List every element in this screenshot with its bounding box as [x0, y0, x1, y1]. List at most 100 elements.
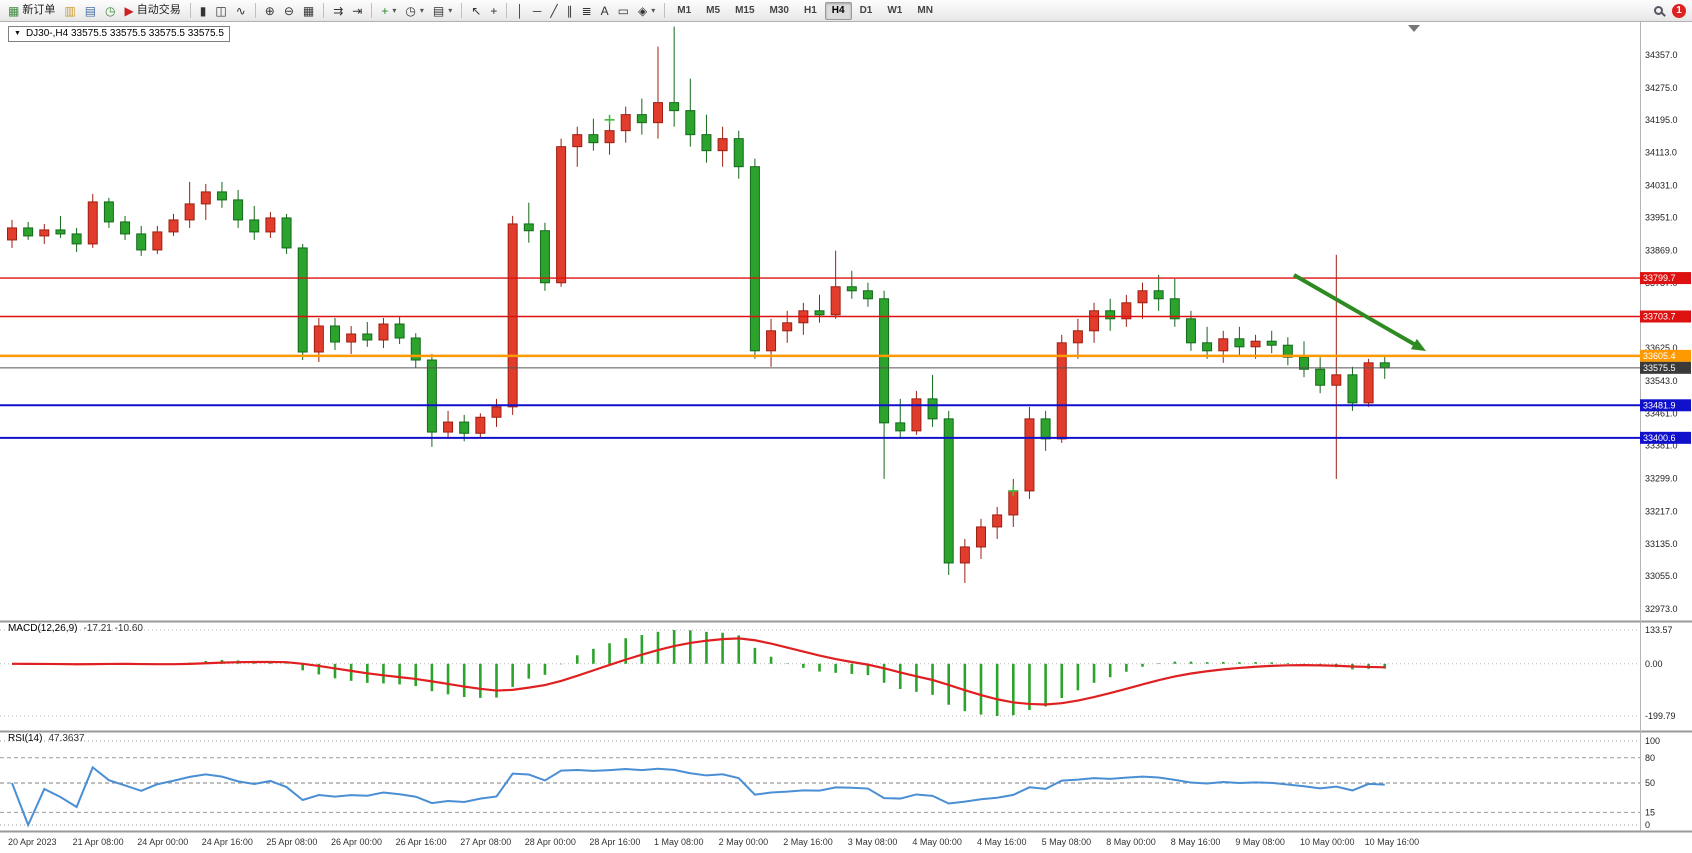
profiles-button[interactable]: ▤ — [81, 3, 100, 19]
symbol-search-button[interactable] — [1650, 4, 1667, 17]
macd-name: MACD(12,26,9) — [8, 623, 78, 634]
price-tag-label: 33799.7 — [1643, 273, 1676, 283]
candle-body — [992, 514, 1003, 528]
refresh-icon: ◷ — [105, 3, 116, 18]
timeframe-d1-button[interactable]: D1 — [859, 4, 873, 16]
candlestick-icon: ◫ — [215, 3, 227, 18]
trendline-icon: ╱ — [550, 3, 558, 18]
price-tag-label: 33703.7 — [1643, 312, 1676, 322]
chart-shift-marker[interactable] — [1408, 25, 1420, 32]
fibonacci-button[interactable]: ≣ — [578, 3, 596, 19]
charts-button[interactable]: ▥ — [60, 3, 79, 19]
macd-scale-label: 0.00 — [1645, 659, 1663, 669]
candle-body — [249, 219, 260, 233]
candle-body — [927, 398, 938, 420]
candle-body — [394, 323, 405, 339]
price-axis-label: 34275.0 — [1645, 83, 1678, 93]
new-order-button-label: 新订单 — [22, 4, 56, 16]
timeframe-w1-button[interactable]: W1 — [887, 4, 903, 16]
candle-body — [233, 199, 244, 221]
price-axis-label: 33869.0 — [1645, 245, 1678, 255]
rsi-indicator-label: RSI(14) 47.3637 — [8, 733, 85, 745]
fibonacci-icon: ≣ — [581, 3, 592, 18]
shapes-button[interactable]: ◈ ▾ — [634, 3, 659, 19]
text-label-button[interactable]: ▭ — [614, 3, 633, 19]
magnifier-icon — [1654, 6, 1663, 15]
tile-windows-button[interactable]: ▦ — [299, 3, 318, 19]
candle-body — [184, 203, 195, 221]
trendline-button[interactable]: ╱ — [546, 3, 561, 19]
time-axis-label: 21 Apr 08:00 — [73, 837, 124, 847]
crosshair-button[interactable]: + — [486, 3, 501, 19]
candle-body — [604, 130, 615, 144]
auto-scroll-icon: ⇉ — [333, 3, 344, 18]
add-indicator-button[interactable]: + ▾ — [377, 3, 400, 19]
price-chart[interactable]: 34357.0 34275.0 34195.0 34113.0 34031.0 33951… — [0, 22, 1692, 853]
time-axis-label: 26 Apr 16:00 — [396, 837, 447, 847]
candle-body — [1282, 344, 1293, 358]
vertical-line-button[interactable]: │ — [512, 3, 528, 19]
bar-chart-type-button[interactable]: ▮ — [196, 3, 211, 19]
dropdown-caret-icon: ▾ — [392, 5, 397, 15]
price-tag — [1640, 431, 1691, 444]
price-tag — [1640, 272, 1691, 285]
chart-shift-button[interactable]: ⇥ — [348, 3, 366, 19]
toolbar: ▦ 新订单 ▥ ▤ ◷ ▶ 自动交易 ▮ ◫ ∿ ⊕ ⊖ ▦ ⇉ ⇥ + ▾ ◷ ▾ ▤ ▾ ↖ + │ ─ ╱ ∥ ≣ A ▭ ◈ ▾ M1 M… — [0, 0, 1692, 22]
collapse-triangle-icon[interactable]: ▼ — [14, 29, 21, 37]
timeframe-m15-button[interactable]: M15 — [735, 4, 755, 16]
cursor-button[interactable]: ↖ — [467, 3, 485, 19]
price-axis-label: 32973.0 — [1645, 604, 1678, 614]
toolbar-separator — [189, 3, 191, 18]
auto-scroll-button[interactable]: ⇉ — [329, 3, 347, 19]
zoom-out-button[interactable]: ⊖ — [280, 3, 298, 19]
time-axis-label: 28 Apr 16:00 — [589, 837, 640, 847]
time-axis-label: 26 Apr 00:00 — [331, 837, 382, 847]
candle-body — [55, 229, 66, 235]
candle-body — [1234, 338, 1245, 348]
candle-body — [71, 233, 82, 245]
timeframe-m30-button[interactable]: M30 — [769, 4, 789, 16]
template-button[interactable]: ▤ ▾ — [429, 3, 456, 19]
toolbar-separator — [323, 3, 325, 18]
timeframe-mn-button[interactable]: MN — [917, 4, 933, 16]
toolbar-separator — [461, 3, 463, 18]
candlestick-type-button[interactable]: ◫ — [211, 3, 230, 19]
candle-body — [588, 134, 599, 144]
line-chart-type-button[interactable]: ∿ — [232, 3, 250, 19]
new-order-icon: ▦ — [8, 3, 20, 18]
refresh-button[interactable]: ◷ — [101, 3, 119, 19]
channel-button[interactable]: ∥ — [563, 3, 577, 19]
price-axis-label: 33135.0 — [1645, 539, 1678, 549]
price-tag-label: 33481.9 — [1643, 400, 1676, 410]
template-icon: ▤ — [432, 3, 445, 18]
timeframe-h4-button[interactable]: H4 — [824, 1, 852, 20]
cursor-icon: ↖ — [471, 3, 482, 18]
autotrading-button[interactable]: ▶ 自动交易 — [121, 3, 185, 19]
candle-body — [862, 290, 873, 300]
zoom-in-button[interactable]: ⊕ — [261, 3, 279, 19]
horizontal-line-button[interactable]: ─ — [529, 3, 546, 19]
timeframe-m1-button[interactable]: M1 — [677, 4, 692, 16]
time-axis-label: 8 May 16:00 — [1171, 837, 1221, 847]
time-axis-label: 28 Apr 00:00 — [525, 837, 576, 847]
candle-body — [410, 337, 421, 361]
candle-body — [1202, 342, 1213, 352]
candle-body — [23, 227, 34, 237]
candle-body — [87, 201, 98, 245]
candle-body — [1347, 374, 1358, 404]
candle-body — [1153, 290, 1164, 300]
macd-scale-label: -199.79 — [1645, 711, 1676, 721]
candle-body — [766, 330, 777, 352]
tile-windows-icon: ▦ — [302, 3, 315, 18]
timeframe-m5-button[interactable]: M5 — [706, 4, 721, 16]
text-button[interactable]: A — [597, 3, 613, 19]
period-selector-button[interactable]: ◷ ▾ — [401, 3, 428, 19]
timeframe-h1-button[interactable]: H1 — [803, 4, 817, 16]
trend-arrow[interactable] — [1293, 273, 1419, 348]
vertical-line-icon: │ — [516, 3, 524, 18]
new-order-button[interactable]: ▦ 新订单 — [4, 3, 59, 19]
candle-body — [1024, 418, 1035, 492]
price-tag — [1640, 310, 1691, 323]
notification-badge[interactable]: 1 — [1672, 3, 1686, 18]
candle-body — [313, 325, 324, 353]
